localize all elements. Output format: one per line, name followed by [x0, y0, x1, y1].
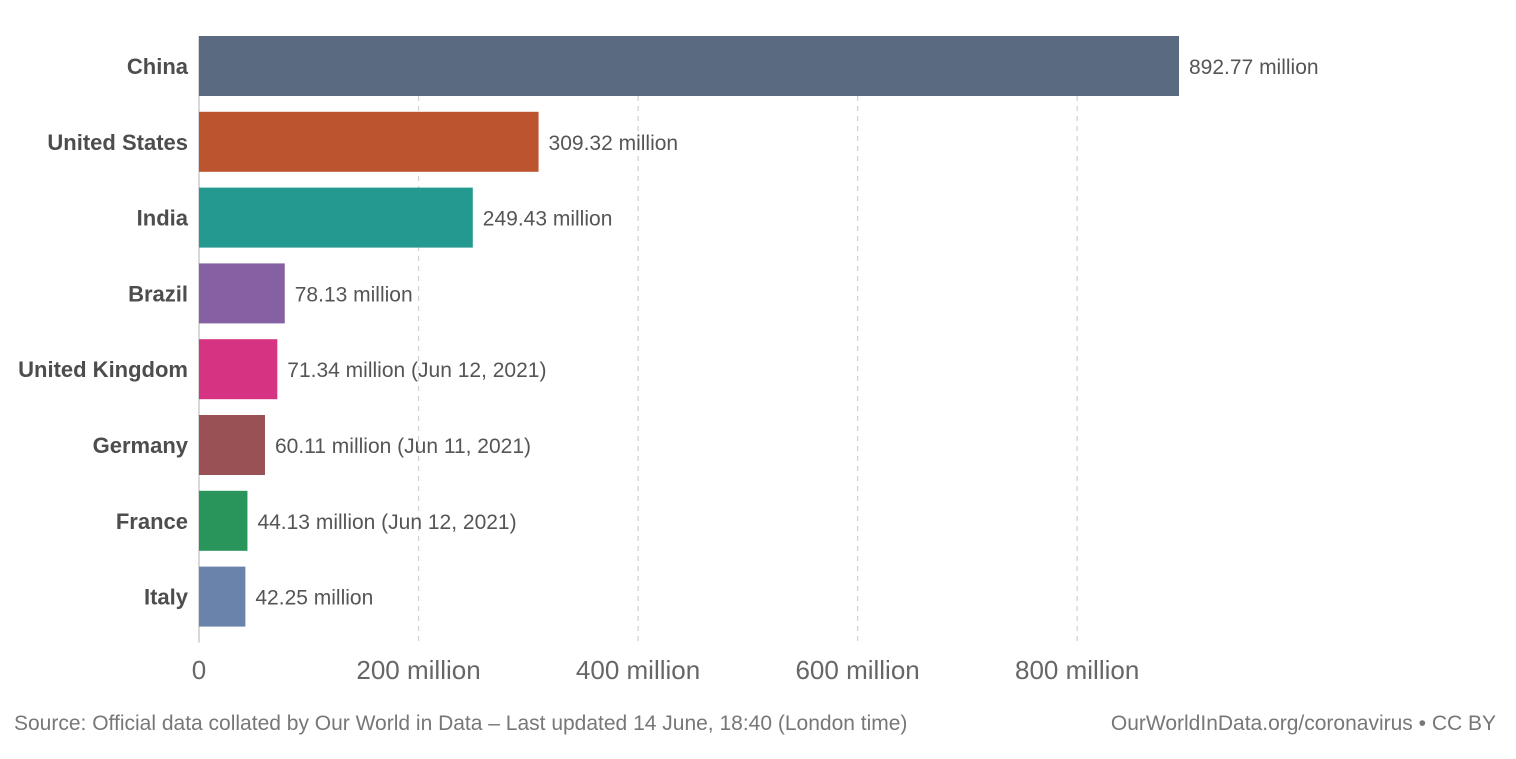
bar[interactable] — [199, 490, 248, 551]
x-tick-label: 400 million — [576, 655, 700, 685]
license-link[interactable]: OurWorldInData.org/coronavirus • CC BY — [1110, 712, 1496, 735]
category-label: France — [116, 509, 188, 534]
x-tick-label: 0 — [192, 655, 206, 685]
bar-chart: China United States India Brazil United King… — [18, 36, 1319, 685]
data-label: 60.11 million (Jun 11, 2021) — [275, 435, 531, 458]
footer: Source: Official data collated by Our Wo… — [14, 712, 1496, 742]
x-tick-label: 600 million — [795, 655, 919, 685]
category-label: China — [127, 54, 189, 79]
category-label: Italy — [144, 585, 189, 610]
data-label: 42.25 million — [255, 587, 373, 610]
bar[interactable] — [199, 263, 285, 324]
bar[interactable] — [199, 36, 1179, 96]
data-label: 44.13 million (Jun 12, 2021) — [257, 511, 516, 534]
data-label: 309.32 million — [549, 132, 679, 155]
category-label: India — [137, 206, 189, 231]
value-labels: 892.77 million 309.32 million 249.43 milli… — [255, 56, 1318, 610]
data-label: 71.34 million (Jun 12, 2021) — [287, 359, 546, 382]
category-label: Germany — [93, 433, 189, 458]
source-note: Source: Official data collated by Our Wo… — [14, 712, 908, 735]
bar[interactable] — [199, 187, 473, 248]
category-labels: China United States India Brazil United King… — [18, 54, 189, 610]
data-label: 78.13 million — [295, 283, 413, 306]
bar[interactable] — [199, 566, 246, 627]
data-label: 249.43 million — [483, 208, 613, 231]
x-tick-label: 800 million — [1015, 655, 1139, 685]
category-label: Brazil — [128, 281, 188, 306]
category-label: United States — [47, 130, 188, 155]
data-label: 892.77 million — [1189, 56, 1319, 79]
bars — [199, 36, 1179, 627]
bar[interactable] — [199, 339, 278, 400]
x-tick-label: 200 million — [356, 655, 480, 685]
category-label: United Kingdom — [18, 357, 188, 382]
bar[interactable] — [199, 111, 539, 172]
bar[interactable] — [199, 415, 265, 475]
x-axis-ticks: 0 200 million 400 million 600 million 800 mi… — [192, 655, 1140, 685]
